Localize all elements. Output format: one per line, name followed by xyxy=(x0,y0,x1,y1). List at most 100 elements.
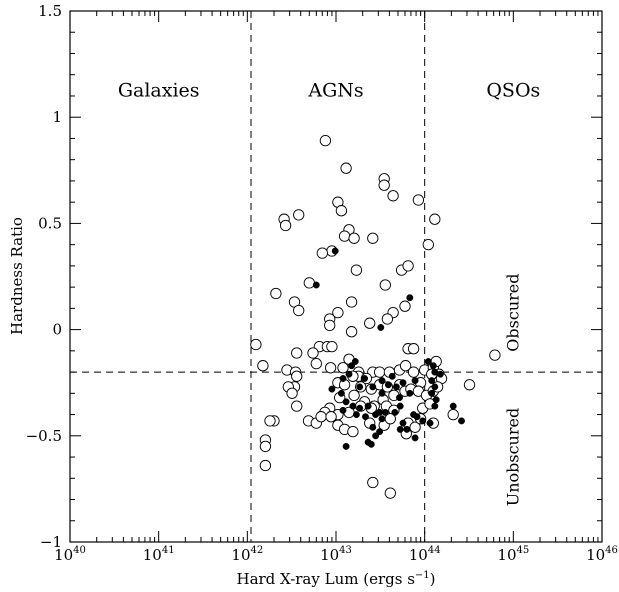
filled-point-46 xyxy=(362,413,369,421)
open-point-114 xyxy=(409,421,421,433)
open-point-23 xyxy=(379,279,391,291)
open-point-69 xyxy=(291,370,303,382)
y-tick-label-0: −1 xyxy=(40,533,62,551)
filled-point-28 xyxy=(411,377,419,385)
open-point-108 xyxy=(325,411,337,423)
filled-point-3 xyxy=(377,324,385,331)
open-point-52 xyxy=(310,357,322,370)
open-point-21 xyxy=(402,260,414,272)
open-point-12 xyxy=(279,219,292,232)
filled-point-18 xyxy=(356,383,364,391)
axis-ticks xyxy=(69,10,603,543)
open-point-34 xyxy=(332,306,344,319)
open-point-121 xyxy=(264,415,276,427)
x-tick-label-3: 1043 xyxy=(320,545,352,564)
open-point-126 xyxy=(384,487,396,499)
open-point-22 xyxy=(350,264,363,276)
open-point-5 xyxy=(387,190,399,202)
filled-point-55 xyxy=(399,419,407,427)
filled-point-22 xyxy=(384,381,392,389)
data-points xyxy=(250,134,501,499)
open-point-40 xyxy=(326,340,338,353)
filled-point-10 xyxy=(428,389,436,397)
filled-point-21 xyxy=(378,389,386,397)
filled-point-26 xyxy=(396,394,403,402)
open-point-125 xyxy=(367,476,379,489)
open-point-4 xyxy=(378,179,390,191)
open-point-29 xyxy=(364,317,376,329)
filled-point-16 xyxy=(339,375,347,382)
open-point-42 xyxy=(407,343,420,355)
filled-point-11 xyxy=(432,396,440,404)
y-tick-label-2: 0 xyxy=(52,321,62,339)
open-point-31 xyxy=(399,300,411,312)
open-point-47 xyxy=(257,360,269,372)
open-point-19 xyxy=(316,247,328,259)
filled-point-51 xyxy=(372,432,380,440)
open-point-36 xyxy=(345,326,358,338)
filled-point-34 xyxy=(364,402,372,410)
filled-point-20 xyxy=(378,377,386,385)
filled-point-56 xyxy=(396,425,404,433)
open-point-9 xyxy=(429,213,441,225)
side-label-unobscured: Unobscured xyxy=(503,408,522,507)
open-point-1 xyxy=(319,134,332,147)
filled-point-9 xyxy=(431,383,439,391)
filled-point-24 xyxy=(392,383,400,391)
annotations: Galaxies AGNs QSOs Obscured Unobscured xyxy=(118,80,540,507)
filled-point-31 xyxy=(342,398,350,406)
y-tick-label-5: 1.5 xyxy=(38,2,62,20)
y-axis-title: Hardness Ratio xyxy=(8,217,26,335)
filled-point-40 xyxy=(413,413,421,421)
open-point-48 xyxy=(337,362,349,374)
open-point-119 xyxy=(347,425,359,438)
filled-point-43 xyxy=(449,402,457,410)
filled-point-47 xyxy=(372,411,380,419)
filled-point-15 xyxy=(345,370,353,378)
x-tick-label-6: 1046 xyxy=(586,545,618,564)
open-point-58 xyxy=(399,360,412,372)
y-tick-label-4: 1 xyxy=(52,108,62,126)
open-point-28 xyxy=(345,296,358,308)
filled-point-17 xyxy=(361,375,369,382)
open-point-32 xyxy=(381,313,394,325)
reference-lines xyxy=(70,11,602,542)
x-axis-title: Hard X-ray Lum (ergs s−1) xyxy=(236,570,435,588)
region-label-galaxies: Galaxies xyxy=(118,80,200,102)
open-point-55 xyxy=(373,366,386,378)
filled-point-4 xyxy=(424,358,432,365)
open-point-2 xyxy=(340,162,352,174)
filled-point-36 xyxy=(381,408,389,416)
filled-point-33 xyxy=(356,404,364,412)
open-point-15 xyxy=(348,232,360,244)
x-tick-label-2: 1042 xyxy=(231,545,263,564)
filled-point-1 xyxy=(331,247,339,255)
open-point-43 xyxy=(291,347,303,359)
open-point-88 xyxy=(463,379,476,391)
filled-point-7 xyxy=(436,370,444,378)
filled-point-50 xyxy=(376,428,384,436)
open-point-95 xyxy=(291,400,303,412)
filled-point-41 xyxy=(419,417,427,425)
filled-point-53 xyxy=(367,440,375,448)
filled-point-57 xyxy=(403,425,411,433)
open-point-59 xyxy=(407,366,420,378)
open-point-124 xyxy=(259,459,272,472)
open-point-6 xyxy=(412,194,425,206)
filled-point-2 xyxy=(406,294,414,302)
side-label-obscured: Obscured xyxy=(503,274,522,352)
open-point-123 xyxy=(259,440,272,453)
open-point-8 xyxy=(335,205,348,217)
filled-point-38 xyxy=(396,402,404,410)
open-point-11 xyxy=(293,209,305,221)
filled-point-48 xyxy=(378,415,386,423)
y-tick-label-1: −0.5 xyxy=(26,427,62,445)
open-point-35 xyxy=(324,319,336,332)
open-point-72 xyxy=(286,387,298,399)
x-tick-label-5: 1045 xyxy=(497,545,529,564)
filled-point-12 xyxy=(431,402,439,410)
open-point-17 xyxy=(422,238,434,251)
filled-point-54 xyxy=(342,442,350,450)
filled-point-0 xyxy=(312,281,320,289)
